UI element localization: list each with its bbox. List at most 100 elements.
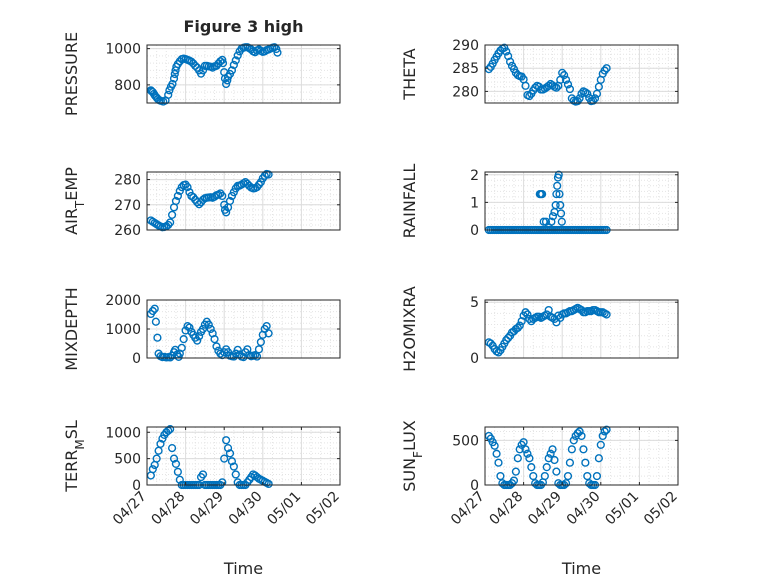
data-point bbox=[222, 436, 231, 445]
data-point bbox=[547, 217, 556, 226]
data-point bbox=[264, 170, 273, 179]
data-point bbox=[567, 445, 576, 454]
data-point bbox=[553, 181, 562, 190]
data-point bbox=[583, 89, 592, 98]
data-point bbox=[542, 463, 551, 472]
panel-mixdepth: 0 1000 2000 MIXDEPTH bbox=[62, 287, 341, 371]
data-point bbox=[552, 83, 561, 92]
data-point bbox=[552, 189, 561, 199]
data-point bbox=[264, 329, 273, 338]
data-point bbox=[548, 445, 557, 454]
data-point bbox=[579, 445, 588, 454]
data-point bbox=[569, 436, 578, 445]
data-point bbox=[273, 48, 282, 57]
data-point bbox=[173, 191, 182, 201]
data-point bbox=[229, 462, 238, 471]
data-point bbox=[565, 84, 575, 94]
grid bbox=[484, 172, 679, 231]
axes-box bbox=[146, 44, 341, 104]
data-point bbox=[227, 66, 237, 75]
data-point bbox=[602, 64, 611, 73]
data-point bbox=[166, 218, 175, 227]
data-point bbox=[195, 332, 204, 341]
data-point bbox=[220, 454, 229, 463]
series-markers bbox=[146, 304, 273, 362]
y-tick-label: 1000 bbox=[105, 322, 141, 338]
data-point bbox=[511, 467, 520, 476]
data-point bbox=[183, 322, 192, 331]
axes-box bbox=[484, 299, 679, 359]
panel-h2omixra: 0 5 H2OMIXRA bbox=[400, 286, 679, 372]
data-point bbox=[252, 352, 262, 361]
x-axis-label: Time bbox=[223, 559, 263, 578]
data-point bbox=[231, 470, 240, 479]
chart-title: Figure 3 high bbox=[184, 17, 304, 36]
data-point bbox=[548, 212, 558, 221]
data-point bbox=[551, 201, 560, 210]
data-point bbox=[193, 336, 202, 345]
y-tick-label: 5 bbox=[470, 295, 479, 311]
data-point bbox=[544, 81, 553, 90]
data-point bbox=[185, 323, 194, 332]
data-point bbox=[556, 209, 566, 218]
data-point bbox=[233, 345, 242, 354]
data-point bbox=[561, 75, 571, 84]
data-point bbox=[204, 320, 213, 329]
data-point bbox=[153, 333, 162, 342]
data-point bbox=[167, 443, 177, 453]
data-point bbox=[173, 467, 182, 476]
data-point bbox=[216, 349, 225, 358]
data-point bbox=[177, 343, 186, 352]
axes-box bbox=[484, 171, 679, 231]
data-point bbox=[575, 94, 584, 103]
data-point bbox=[554, 170, 563, 179]
data-point bbox=[515, 445, 524, 454]
data-point bbox=[225, 449, 235, 458]
data-point bbox=[504, 333, 513, 343]
data-point bbox=[525, 454, 534, 463]
x-axis-label: Time bbox=[561, 559, 601, 578]
data-point bbox=[509, 476, 519, 485]
series-markers bbox=[146, 169, 273, 232]
panel-theta: 280 285 290 THETA bbox=[400, 38, 679, 106]
data-point bbox=[496, 471, 505, 481]
data-point bbox=[563, 80, 573, 89]
plot-area bbox=[147, 172, 340, 230]
data-point bbox=[198, 470, 208, 479]
data-point bbox=[225, 196, 235, 206]
y-tick-label: 1000 bbox=[105, 425, 141, 441]
data-point bbox=[575, 427, 584, 436]
data-point bbox=[513, 323, 522, 332]
data-point bbox=[168, 79, 177, 89]
data-point bbox=[218, 59, 228, 68]
data-point bbox=[538, 189, 547, 199]
data-point bbox=[256, 337, 265, 347]
y-tick-label: 0 bbox=[132, 478, 141, 494]
data-point bbox=[592, 471, 602, 481]
y-axis-label: AIRTEMP bbox=[62, 167, 87, 235]
axes-box bbox=[146, 426, 341, 486]
panel-pressure: 800 1000 PRESSURE Figure 3 high bbox=[62, 17, 341, 116]
data-point bbox=[588, 96, 598, 105]
data-point bbox=[557, 217, 566, 226]
data-point bbox=[169, 74, 179, 83]
grid bbox=[146, 45, 341, 103]
y-axis-label: RAINFALL bbox=[400, 164, 419, 239]
data-point bbox=[222, 208, 231, 217]
axes-box bbox=[484, 426, 679, 486]
data-point bbox=[486, 339, 495, 348]
data-point bbox=[513, 454, 522, 463]
data-point bbox=[540, 471, 549, 481]
data-point bbox=[152, 454, 161, 463]
data-point bbox=[521, 308, 530, 317]
y-axis-label: SUNFLUX bbox=[400, 420, 425, 492]
data-point bbox=[492, 449, 501, 458]
y-tick-label: 285 bbox=[452, 61, 479, 77]
data-point bbox=[183, 183, 192, 192]
y-tick-label: 260 bbox=[114, 223, 141, 239]
y-tick-label: 2000 bbox=[105, 293, 141, 309]
data-point bbox=[166, 425, 175, 434]
y-tick-label: 500 bbox=[114, 452, 141, 468]
panel-air-temp: 260 270 280 AIRTEMP bbox=[62, 167, 341, 239]
